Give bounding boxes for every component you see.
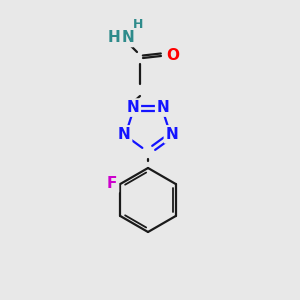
Text: F: F (107, 176, 118, 191)
Text: N: N (157, 100, 169, 115)
Text: N: N (166, 127, 178, 142)
Text: O: O (167, 49, 179, 64)
Text: H: H (133, 19, 143, 32)
Text: N: N (127, 100, 139, 115)
Text: N: N (118, 127, 130, 142)
Text: H: H (132, 18, 144, 32)
Text: HN: HN (107, 31, 133, 46)
Text: H: H (107, 31, 120, 46)
Text: N: N (122, 31, 135, 46)
